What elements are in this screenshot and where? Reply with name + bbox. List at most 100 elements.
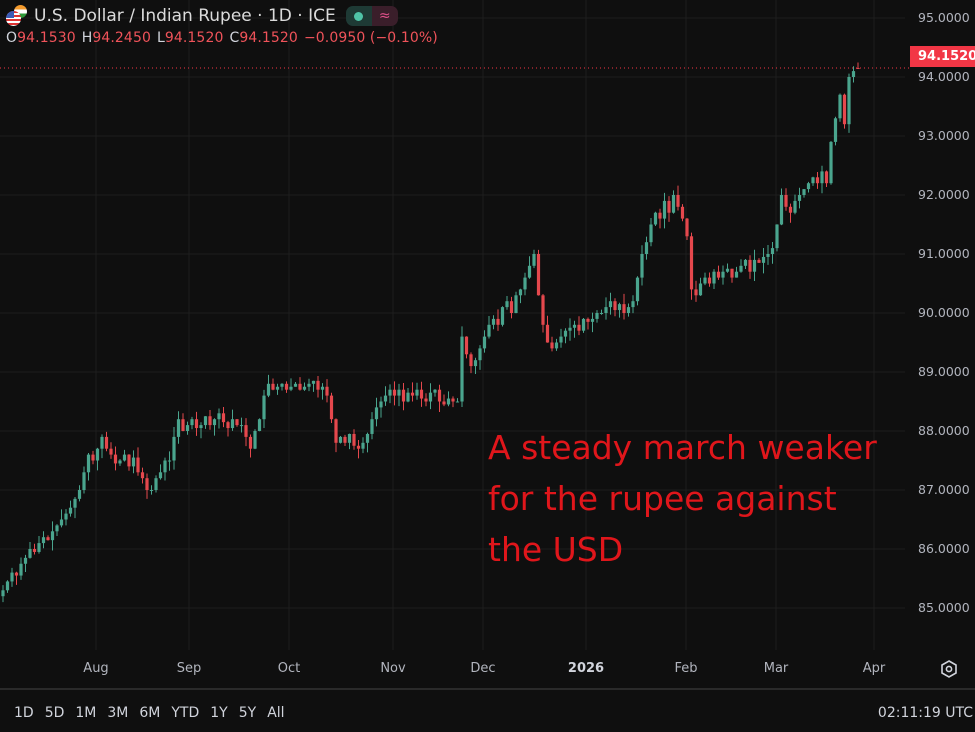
candle-up bbox=[415, 389, 419, 396]
time-tick-label: Dec bbox=[470, 661, 496, 676]
candle-up bbox=[698, 283, 703, 296]
candle-up bbox=[433, 389, 437, 393]
candle-down bbox=[622, 304, 626, 313]
candle-up bbox=[554, 342, 559, 349]
candle-up bbox=[739, 265, 743, 272]
candle-down bbox=[14, 572, 19, 576]
candle-down bbox=[451, 398, 455, 402]
close-label: C bbox=[229, 30, 240, 46]
close-value: 94.1520 bbox=[239, 30, 298, 46]
candle-up bbox=[455, 401, 460, 403]
candle-up bbox=[563, 330, 568, 337]
open-label: O bbox=[6, 30, 18, 46]
candle-up bbox=[523, 277, 527, 290]
range-button-1d[interactable]: 1D bbox=[14, 705, 34, 721]
price-tick-label: 86.0000 bbox=[918, 541, 970, 556]
candle-down bbox=[685, 218, 689, 237]
candle-down bbox=[689, 236, 694, 290]
candle-up bbox=[68, 507, 73, 514]
candle-up bbox=[23, 557, 28, 564]
candle-down bbox=[586, 318, 590, 322]
time-tick-label: Oct bbox=[277, 661, 301, 676]
range-button-1m[interactable]: 1M bbox=[75, 705, 97, 721]
candle-up bbox=[176, 419, 181, 437]
candle-down bbox=[680, 206, 685, 219]
candle-up bbox=[257, 419, 262, 431]
candle-down bbox=[815, 177, 820, 184]
candle-up bbox=[775, 224, 779, 249]
candle-up bbox=[721, 271, 725, 278]
time-tick-label: Apr bbox=[862, 661, 886, 676]
candle-up bbox=[1, 590, 5, 597]
candle-up bbox=[572, 324, 577, 328]
candle-down bbox=[32, 549, 37, 552]
candle-down bbox=[104, 436, 109, 449]
range-button-6m[interactable]: 6M bbox=[139, 705, 161, 721]
candle-down bbox=[694, 289, 698, 296]
candle-down bbox=[784, 195, 788, 207]
candle-up bbox=[590, 318, 595, 322]
candle-down bbox=[401, 389, 406, 402]
candle-down bbox=[343, 436, 347, 443]
candle-up bbox=[64, 513, 68, 520]
range-selector: 1D 5D 1M 3M 6M YTD 1Y 5Y All bbox=[14, 705, 296, 721]
candle-down bbox=[424, 398, 428, 402]
candle-up bbox=[505, 301, 509, 308]
candle-down bbox=[109, 448, 113, 455]
candle-up bbox=[797, 195, 802, 201]
candle-up bbox=[374, 407, 379, 420]
range-button-all[interactable]: All bbox=[267, 705, 285, 721]
candle-up bbox=[185, 425, 190, 431]
low-label: L bbox=[156, 30, 165, 46]
candle-down bbox=[509, 301, 514, 313]
candle-up bbox=[158, 472, 163, 479]
candle-up bbox=[379, 401, 383, 408]
candle-up bbox=[289, 386, 293, 390]
candle-up bbox=[617, 304, 622, 311]
market-open-dot-icon[interactable] bbox=[345, 6, 372, 26]
candle-up bbox=[122, 454, 127, 461]
divider bbox=[0, 688, 975, 690]
candle-down bbox=[464, 336, 469, 355]
status-indicators[interactable]: ≈ bbox=[345, 6, 398, 26]
candle-down bbox=[550, 342, 554, 349]
candle-up bbox=[95, 448, 100, 461]
price-chart[interactable] bbox=[0, 0, 975, 690]
candle-up bbox=[293, 383, 298, 387]
range-button-5d[interactable]: 5D bbox=[44, 705, 65, 721]
candle-up bbox=[761, 256, 766, 263]
candle-down bbox=[181, 419, 185, 431]
candle-up bbox=[653, 212, 658, 225]
range-button-ytd[interactable]: YTD bbox=[171, 705, 200, 721]
range-button-1y[interactable]: 1Y bbox=[210, 705, 228, 721]
candle-down bbox=[442, 401, 446, 405]
range-button-5y[interactable]: 5Y bbox=[238, 705, 257, 721]
candle-up bbox=[833, 118, 838, 142]
clock[interactable]: 02:11:19 UTC bbox=[877, 705, 973, 721]
approx-icon[interactable]: ≈ bbox=[371, 6, 398, 26]
candle-down bbox=[577, 324, 581, 331]
candle-up bbox=[644, 242, 649, 254]
candle-up bbox=[361, 442, 365, 449]
candle-down bbox=[284, 383, 289, 390]
candle-up bbox=[631, 301, 635, 308]
candle-down bbox=[298, 383, 302, 390]
range-button-3m[interactable]: 3M bbox=[107, 705, 129, 721]
candle-down bbox=[419, 389, 424, 399]
candle-down bbox=[127, 454, 131, 467]
candle-up bbox=[428, 392, 433, 402]
candle-down bbox=[46, 537, 50, 541]
candle-up bbox=[262, 395, 266, 420]
candle-down bbox=[329, 395, 334, 420]
candle-up bbox=[307, 383, 311, 387]
settings-icon[interactable] bbox=[940, 660, 958, 678]
candle-down bbox=[325, 386, 329, 396]
symbol-title[interactable]: U.S. Dollar / Indian Rupee · 1D · ICE bbox=[34, 6, 336, 26]
candle-up bbox=[154, 478, 158, 490]
candle-up bbox=[10, 572, 14, 582]
candle-down bbox=[271, 383, 275, 390]
candle-down bbox=[856, 67, 860, 69]
candle-up bbox=[82, 472, 86, 490]
annotation-text[interactable]: A steady march weaker for the rupee agai… bbox=[488, 428, 877, 569]
candle-up bbox=[766, 254, 770, 257]
